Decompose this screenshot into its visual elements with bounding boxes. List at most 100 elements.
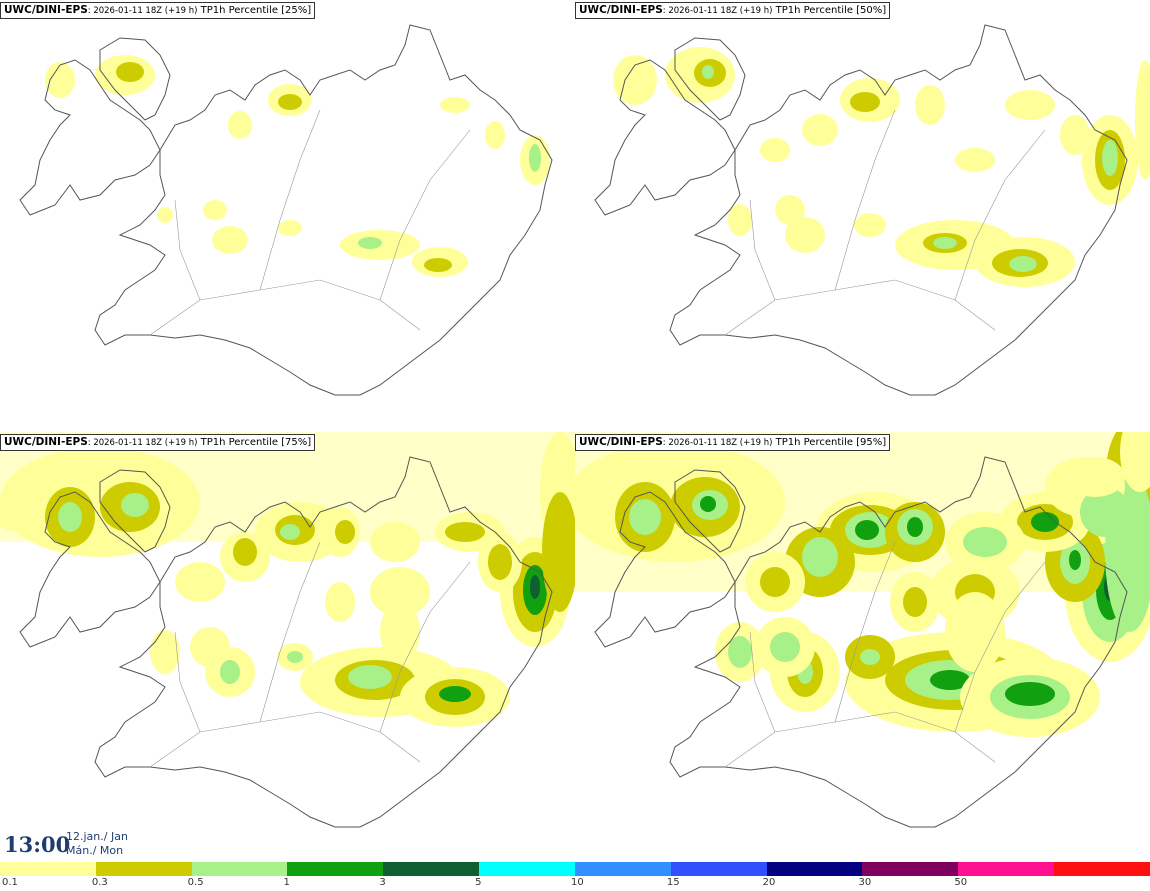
precip-map-p75 [0,432,575,828]
road-line [749,199,776,301]
colorbar-ticks: 0.1 0.3 0.5 1 3 5 10 15 20 30 50 [0,877,1150,891]
iceland-coastline [594,456,1128,828]
precip-contour-light [190,627,230,667]
precip-contour-light [370,567,430,617]
precip-contour-peak [1005,682,1055,706]
precip-contour-mid [116,62,144,82]
road-line [954,561,1046,733]
precip-map-p50 [594,24,1150,396]
precip-contour-high [358,237,382,249]
run-info: : 2026-01-11 18Z (+19 h) [662,6,773,16]
valid-time: 13:00 [4,832,71,857]
colorbar-tick-label: 3 [379,877,386,888]
precip-contour-high [770,632,800,662]
panel-title-p75: UWC/DINI-EPS: 2026-01-11 18Z (+19 h) TP1… [0,434,316,451]
precip-contour-mid [760,567,790,597]
precip-contour-high [1080,487,1130,537]
road-line [174,631,201,733]
precip-contour-high [802,537,838,577]
map-panel-p25: UWC/DINI-EPS: 2026-01-11 18Z (+19 h) TP1… [0,0,575,430]
precip-contour-mid [424,258,452,272]
valid-time-box: 13:00 12.jan./ Jan Mán./ Mon [0,826,140,862]
iceland-coastline [19,456,553,828]
precip-contour-light [150,630,180,674]
precip-contour-light [1065,457,1125,497]
road-line [379,129,471,301]
road-line [149,279,421,336]
precip-contour-light [728,204,752,236]
precip-contour-mid [445,522,485,542]
precip-contour-mid [850,92,880,112]
precip-contour-light [203,200,227,220]
road-line [149,711,421,768]
colorbar-segment [958,862,1055,876]
map-panel-p95: UWC/DINI-EPS: 2026-01-11 18Z (+19 h) TP1… [575,432,1150,862]
iceland-coastline [19,24,553,396]
colorbar-segment [287,862,384,876]
precip-contour-peak [907,517,923,537]
precip-contour-light [175,562,225,602]
precip-contour-light [802,114,838,146]
valid-date: 12.jan./ Jan Mán./ Mon [66,830,128,858]
colorbar-segment [95,862,192,876]
precip-contour-light [915,85,945,125]
precip-contour-light [278,220,302,236]
precip-contour-light [485,121,505,149]
colorbar-tick-label: 5 [475,877,482,888]
colorbar-segment [383,862,480,876]
precip-contour-dark [530,575,540,599]
model-name: UWC/DINI-EPS [579,436,663,448]
precip-contour-high [1009,256,1037,272]
run-info: : 2026-01-11 18Z (+19 h) [87,438,198,448]
colorbar-segment [766,862,863,876]
precip-contour-high [702,65,714,79]
field-name: TP1h Percentile [75%] [197,437,312,448]
precip-contour-light [945,592,1005,672]
panel-title-p50: UWC/DINI-EPS: 2026-01-11 18Z (+19 h) TP1… [575,2,891,19]
precip-contour-mid [278,94,302,110]
precip-contour-light [380,602,420,662]
field-name: TP1h Percentile [50%] [772,5,887,16]
precip-contour-light [0,502,45,532]
precip-contour-mid [903,587,927,617]
field-name: TP1h Percentile [95%] [772,437,887,448]
model-name: UWC/DINI-EPS [579,4,663,16]
precip-contour-light [45,62,75,98]
run-info: : 2026-01-11 18Z (+19 h) [87,6,198,16]
precip-contour-light [440,97,470,113]
precip-contour-light [228,111,252,139]
road-line [259,541,321,723]
precip-contour-peak [700,496,716,512]
precip-contour-high [529,144,541,172]
precip-contour-light [1060,115,1090,155]
run-info: : 2026-01-11 18Z (+19 h) [662,438,773,448]
precip-contour-high [728,636,752,668]
colorbar-tick-label: 1 [283,877,290,888]
road-line [834,109,896,291]
valid-date-line1: 12.jan./ Jan [66,830,128,843]
map-panel-p75: UWC/DINI-EPS: 2026-01-11 18Z (+19 h) TP1… [0,432,575,862]
colorbar-segment [862,862,959,876]
colorbar-tick-label: 0.1 [2,877,18,888]
precip-contour-light [955,148,995,172]
road-line [259,109,321,291]
precip-contour-light [760,138,790,162]
precip-contour-high [629,499,661,535]
precip-map-p25 [19,24,553,396]
road-line [174,199,201,301]
precip-contour-light [1005,90,1055,120]
precip-contour-peak [930,670,970,690]
precip-contour-light [854,213,886,237]
precip-contour-high [220,660,240,684]
colorbar-tick-label: 15 [666,877,680,888]
precip-contour-light [613,55,657,105]
precip-contour-high [121,493,149,517]
model-name: UWC/DINI-EPS [4,4,88,16]
precip-contour-peak [439,686,471,702]
precip-contour-light [157,207,173,223]
precip-contour-high [860,649,880,665]
colorbar-segment [191,862,288,876]
colorbar-tick-label: 0.5 [187,877,204,888]
precip-contour-high [963,527,1007,557]
precip-contour-high [1102,140,1118,176]
